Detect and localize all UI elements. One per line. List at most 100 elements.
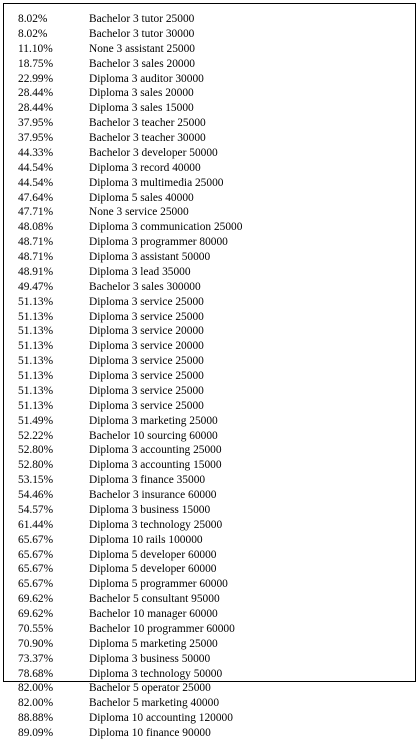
row-description: Bachelor 3 sales 300000	[89, 280, 201, 293]
row-description: Diploma 10 accounting 120000	[89, 712, 233, 725]
row-description: Bachelor 5 consultant 95000	[89, 593, 220, 606]
row-percentage: 65.67%	[18, 563, 54, 576]
row-percentage: 82.00%	[18, 697, 54, 710]
row-description: Diploma 3 service 25000	[89, 399, 204, 412]
row-percentage: 37.95%	[18, 132, 54, 144]
row-percentage: 49.47%	[18, 280, 54, 293]
list-item: 51.13% Diploma 3 service 25000	[18, 310, 242, 325]
row-description: Diploma 5 programmer 60000	[89, 578, 228, 591]
row-description: Bachelor 5 operator 25000	[89, 682, 211, 695]
row-description: Diploma 3 service 20000	[89, 325, 204, 338]
list-item: 44.54% Diploma 3 record 40000	[18, 161, 242, 176]
row-description: Bachelor 10 manager 60000	[89, 608, 218, 620]
list-item: 51.13% Diploma 3 service 20000	[18, 339, 242, 354]
row-description: Diploma 3 record 40000	[89, 161, 201, 174]
list-item: 52.80% Diploma 3 accounting 15000	[18, 458, 242, 473]
row-percentage: 51.13%	[18, 310, 54, 323]
list-item: 70.90% Diploma 5 marketing 25000	[18, 637, 242, 652]
list-item: 52.80% Diploma 3 accounting 25000	[18, 443, 242, 458]
row-percentage: 65.67%	[18, 533, 54, 546]
list-item: 65.67% Diploma 5 developer 60000	[18, 562, 242, 577]
list-item: 18.75% Bachelor 3 sales 20000	[18, 57, 242, 72]
list-item: 48.91% Diploma 3 lead 35000	[18, 265, 242, 280]
list-item: 53.15% Diploma 3 finance 35000	[18, 473, 242, 488]
row-description: Bachelor 10 sourcing 60000	[89, 429, 218, 442]
list-item: 47.64% Diploma 5 sales 40000	[18, 191, 242, 206]
row-description: Diploma 3 service 25000	[89, 355, 204, 368]
row-percentage: 69.62%	[18, 593, 54, 606]
list-item: 51.49% Diploma 3 marketing 25000	[18, 414, 242, 429]
list-item: 47.71% None 3 service 25000	[18, 205, 242, 220]
row-percentage: 69.62%	[18, 608, 54, 620]
list-item: 78.68% Diploma 3 technology 50000	[18, 667, 242, 682]
row-description: Diploma 3 service 25000	[89, 295, 204, 308]
list-item: 51.13% Diploma 3 service 25000	[18, 399, 242, 414]
row-percentage: 89.09%	[18, 727, 54, 739]
row-description: Bachelor 3 tutor 30000	[89, 27, 195, 40]
row-description: Diploma 3 service 25000	[89, 384, 204, 397]
row-description: Bachelor 3 tutor 25000	[89, 13, 195, 25]
row-percentage: 82.00%	[18, 682, 54, 695]
row-description: Bachelor 10 programmer 60000	[89, 622, 235, 635]
list-item: 51.13% Diploma 3 service 25000	[18, 354, 242, 369]
list-item: 89.09% Diploma 10 finance 90000	[18, 726, 242, 741]
row-percentage: 8.02%	[18, 27, 48, 40]
row-description: Diploma 5 developer 60000	[89, 563, 217, 576]
row-percentage: 54.46%	[18, 489, 54, 501]
row-description: Diploma 3 lead 35000	[89, 265, 191, 278]
list-item: 48.71% Diploma 3 programmer 80000	[18, 235, 242, 250]
row-description: Diploma 3 assistant 50000	[89, 251, 211, 263]
row-description: Bachelor 3 teacher 30000	[89, 132, 206, 144]
row-description: Diploma 3 service 20000	[89, 340, 204, 353]
list-item: 65.67% Diploma 10 rails 100000	[18, 533, 242, 548]
list-item: 69.62% Bachelor 5 consultant 95000	[18, 592, 242, 607]
row-percentage: 28.44%	[18, 87, 54, 100]
row-percentage: 11.10%	[18, 42, 53, 55]
row-percentage: 65.67%	[18, 578, 54, 591]
row-percentage: 51.13%	[18, 370, 54, 382]
list-item: 51.13% Diploma 3 service 25000	[18, 369, 242, 384]
row-description: Diploma 3 business 50000	[89, 652, 211, 665]
row-percentage: 52.80%	[18, 444, 54, 457]
row-percentage: 44.33%	[18, 146, 54, 159]
row-description: Diploma 5 developer 60000	[89, 548, 217, 561]
row-percentage: 22.99%	[18, 72, 54, 85]
row-description: Diploma 3 sales 15000	[89, 102, 194, 115]
row-percentage: 51.13%	[18, 340, 54, 353]
list-item: 61.44% Diploma 3 technology 25000	[18, 518, 242, 533]
row-description: Diploma 5 marketing 25000	[89, 637, 218, 650]
row-description: Diploma 3 business 15000	[89, 503, 211, 516]
row-percentage: 70.90%	[18, 637, 54, 650]
row-percentage: 37.95%	[18, 117, 54, 130]
list-item: 65.67% Diploma 5 developer 60000	[18, 548, 242, 563]
row-description: Diploma 3 technology 25000	[89, 518, 223, 531]
list-item: 48.71% Diploma 3 assistant 50000	[18, 250, 242, 265]
row-percentage: 54.57%	[18, 503, 54, 516]
list-item: 82.00% Bachelor 5 marketing 40000	[18, 696, 242, 711]
list-item: 48.08% Diploma 3 communication 25000	[18, 220, 242, 235]
row-percentage: 51.13%	[18, 295, 54, 308]
list-item: 8.02% Bachelor 3 tutor 25000	[18, 12, 242, 27]
row-percentage: 61.44%	[18, 518, 54, 531]
row-percentage: 28.44%	[18, 102, 54, 115]
row-percentage: 70.55%	[18, 622, 54, 635]
list-item: 54.46% Bachelor 3 insurance 60000	[18, 488, 242, 503]
list-item: 28.44% Diploma 3 sales 15000	[18, 101, 242, 116]
row-description: Bachelor 3 insurance 60000	[89, 489, 217, 501]
row-percentage: 73.37%	[18, 652, 54, 665]
row-percentage: 47.64%	[18, 191, 54, 204]
row-description: Diploma 10 rails 100000	[89, 533, 203, 546]
row-description: Diploma 3 technology 50000	[89, 667, 223, 680]
row-percentage: 51.13%	[18, 355, 54, 368]
list-item: 51.13% Diploma 3 service 20000	[18, 324, 242, 339]
row-percentage: 65.67%	[18, 548, 54, 561]
row-percentage: 52.22%	[18, 429, 54, 442]
row-description: Diploma 3 accounting 15000	[89, 459, 222, 472]
list-item: 37.95% Bachelor 3 teacher 25000	[18, 116, 242, 131]
row-description: Diploma 3 sales 20000	[89, 87, 194, 100]
row-percentage: 48.91%	[18, 265, 54, 278]
list-item: 82.00% Bachelor 5 operator 25000	[18, 681, 242, 696]
list-item: 11.10% None 3 assistant 25000	[18, 42, 242, 57]
row-description: Diploma 3 programmer 80000	[89, 236, 228, 249]
row-percentage: 48.08%	[18, 221, 54, 234]
